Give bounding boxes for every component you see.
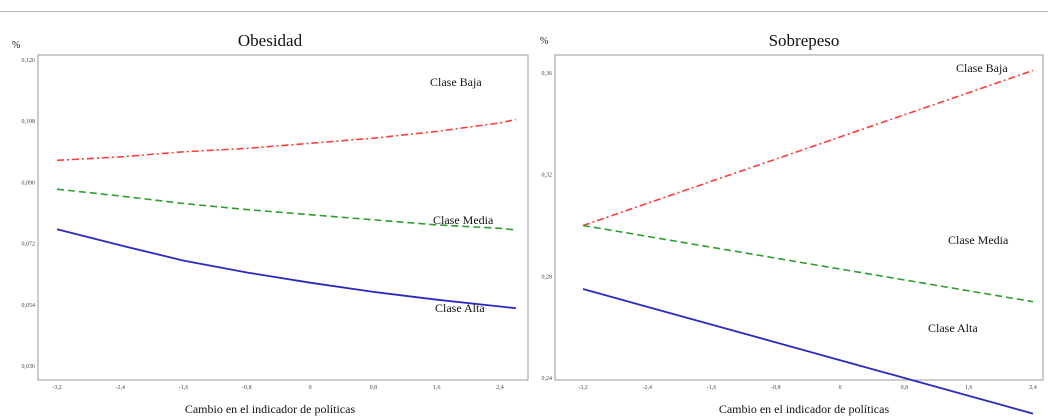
y-tick-label: 0,24 bbox=[542, 376, 553, 382]
series-lines bbox=[582, 69, 1034, 415]
x-tick-label: -0,8 bbox=[242, 385, 252, 391]
y-tick-label: 0,126 bbox=[22, 58, 36, 64]
x-tick-label: -2,4 bbox=[643, 385, 653, 391]
chart-title: Obesidad bbox=[238, 31, 303, 50]
series-line-clase-baja bbox=[56, 118, 516, 162]
x-axis-label: Cambio en el indicador de políticas bbox=[185, 402, 356, 416]
x-ticks: -3,2 -2,4 -1,6 -0,8 0 0,8 1,6 2,4 bbox=[52, 385, 504, 391]
series-line-clase-baja bbox=[582, 69, 1034, 227]
label-clase-alta: Clase Alta bbox=[928, 321, 978, 335]
x-tick-label: -1,6 bbox=[179, 385, 189, 391]
y-tick-label: 0,36 bbox=[542, 71, 553, 77]
y-tick-label: 0,090 bbox=[22, 180, 36, 186]
x-tick-label: 1,6 bbox=[965, 385, 973, 391]
y-unit-label: % bbox=[12, 40, 20, 51]
series-line-clase-media bbox=[56, 188, 516, 231]
x-tick-label: -3,2 bbox=[52, 385, 62, 391]
y-tick-label: 0,32 bbox=[542, 173, 553, 179]
y-ticks: 0,036 0,054 0,072 0,090 0,108 0,126 bbox=[22, 58, 36, 370]
chart-panel-obesidad: % Obesidad -3,2 -2,4 -1,6 -0,8 0 0,8 1,6 2,4 0,… bbox=[12, 31, 529, 416]
x-tick-label: 0 bbox=[839, 385, 842, 391]
chart-title: Sobrepeso bbox=[769, 31, 840, 50]
x-tick-label: -2,4 bbox=[116, 385, 126, 391]
y-tick-label: 0,108 bbox=[22, 119, 36, 125]
y-tick-label: 0,054 bbox=[22, 303, 36, 309]
label-clase-baja: Clase Baja bbox=[430, 75, 482, 89]
y-ticks: 0,24 0,28 0,32 0,36 bbox=[542, 71, 553, 382]
series-lines bbox=[56, 118, 516, 310]
label-clase-baja: Clase Baja bbox=[956, 61, 1008, 75]
y-tick-label: 0,072 bbox=[22, 242, 36, 248]
x-ticks: -3,2 -2,4 -1,6 -0,8 0 0,8 1,6 2,4 bbox=[578, 385, 1037, 391]
chart-panel-sobrepeso: % Sobrepeso -3,2 -2,4 -1,6 -0,8 0 0,8 1,6 2,4 0… bbox=[540, 31, 1044, 416]
x-axis-label: Cambio en el indicador de políticas bbox=[719, 402, 890, 416]
x-tick-label: 0,8 bbox=[370, 385, 378, 391]
y-tick-label: 0,28 bbox=[542, 274, 553, 280]
series-line-clase-alta bbox=[56, 228, 516, 310]
x-tick-label: 1,6 bbox=[433, 385, 441, 391]
series-line-clase-media bbox=[582, 224, 1034, 303]
x-tick-label: 0 bbox=[309, 385, 312, 391]
x-tick-label: 2,4 bbox=[1029, 385, 1037, 391]
label-clase-media: Clase Media bbox=[433, 213, 494, 227]
x-tick-label: -1,6 bbox=[707, 385, 717, 391]
series-line-clase-alta bbox=[582, 288, 1034, 415]
label-clase-alta: Clase Alta bbox=[435, 301, 485, 315]
x-tick-label: 2,4 bbox=[496, 385, 504, 391]
plot-frame bbox=[37, 54, 529, 381]
y-tick-label: 0,036 bbox=[22, 364, 36, 370]
x-tick-label: -0,8 bbox=[771, 385, 781, 391]
x-tick-label: 0,8 bbox=[901, 385, 909, 391]
label-clase-media: Clase Media bbox=[948, 233, 1009, 247]
plot-frame bbox=[554, 54, 1044, 381]
top-rule bbox=[0, 11, 1048, 12]
y-unit-label: % bbox=[540, 36, 548, 47]
x-tick-label: -3,2 bbox=[578, 385, 588, 391]
